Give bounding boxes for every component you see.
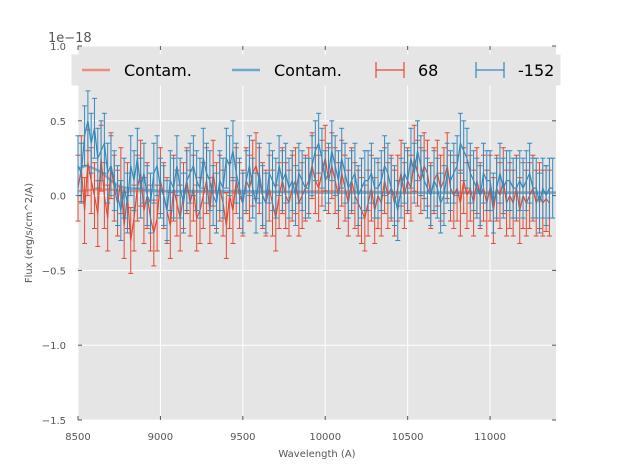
legend: Contam. Contam. 68 -152: [71, 54, 561, 86]
y-tick-label: −0.5: [42, 266, 66, 277]
y-tick-label: 1.0: [50, 42, 66, 53]
x-tick-label: 11000: [474, 432, 506, 443]
legend-label: -152: [518, 61, 554, 80]
y-tick-label: −1.5: [42, 416, 66, 427]
x-axis-label: Wavelength (A): [278, 449, 355, 460]
x-tick-label: 10500: [392, 432, 424, 443]
x-tick-label: 9500: [230, 432, 255, 443]
plot-area: [78, 46, 556, 420]
series--152: [75, 90, 556, 241]
y-axis-label: Flux (erg/s/cm^2/A): [24, 183, 35, 283]
x-tick-label: 9000: [148, 432, 173, 443]
series-line: [77, 158, 550, 241]
y-tick-label: 0.5: [50, 117, 66, 128]
series-layer: [75, 90, 556, 274]
series-line: [77, 120, 553, 211]
legend-label: Contam.: [274, 61, 342, 80]
legend-item: -152: [475, 61, 554, 80]
legend-item: 68: [375, 61, 438, 80]
x-tick-label: 8500: [65, 432, 90, 443]
y-tick-label: −1.0: [42, 341, 66, 352]
legend-label: Contam.: [124, 61, 192, 80]
legend-item: Contam.: [82, 61, 192, 80]
legend-label: 68: [418, 61, 438, 80]
y-offset-label: 1e−18: [48, 31, 92, 46]
axis-ticks: 8500 9000 9500 10000 10500 11000 −1.5 −1.0 −0.5 0…: [42, 42, 556, 443]
x-tick-label: 10000: [309, 432, 341, 443]
legend-item: Contam.: [232, 61, 342, 80]
y-tick-label: 0.0: [50, 192, 66, 203]
